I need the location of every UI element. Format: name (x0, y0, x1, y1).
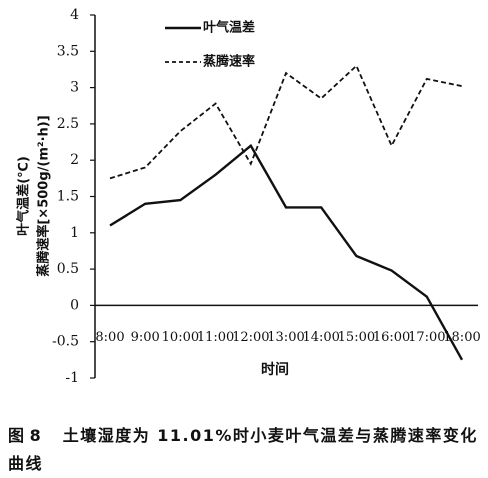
caption: 图 8 土壤湿度为 11.01%时小麦叶气温差与蒸腾速率变化曲线 (8, 422, 480, 478)
line-series (109, 64, 463, 180)
y-tick-label: -0.5 (52, 334, 79, 350)
figure-number: 图 8 (8, 426, 41, 445)
legend-label: 叶气温差 (203, 20, 255, 36)
y-tick-label: 2 (70, 152, 79, 168)
x-tick-label: 11:00 (197, 330, 234, 345)
y-tick-label: 3 (70, 80, 79, 96)
x-tick-label: 15:00 (338, 330, 375, 345)
x-tick-label: 9:00 (131, 330, 160, 345)
y-axis-label: 蒸腾速率[×500g/(m²·h)] (36, 115, 52, 276)
y-tick-label: 0 (70, 297, 79, 313)
y-tick-label: 1 (70, 225, 79, 241)
x-tick-label: 8:00 (95, 330, 124, 345)
line-series (109, 143, 464, 361)
y-tick-label: 4 (70, 7, 79, 23)
chart: 时间 叶气温差(℃) 蒸腾速率[×500g/(m²·h)] -1 -0.5 0 0.5… (16, 7, 481, 386)
y-tick-label: -1 (65, 370, 79, 386)
x-axis-label: 时间 (261, 361, 289, 378)
x-tick-label: 14:00 (302, 330, 339, 345)
x-tick-label: 12:00 (232, 330, 269, 345)
y-tick-label: 1.5 (57, 189, 79, 205)
caption-text: 土壤湿度为 11.01%时小麦叶气温差与蒸腾速率变化曲线 (8, 426, 478, 473)
y-axis-label: 叶气温差(℃) (16, 156, 32, 236)
x-tick-label: 16:00 (373, 330, 410, 345)
legend-label: 蒸腾速率 (203, 54, 255, 70)
y-tick-label: 0.5 (57, 261, 79, 277)
x-tick-label: 17:00 (408, 330, 445, 345)
y-tick-label: 3.5 (57, 43, 79, 59)
y-tick-label: 2.5 (57, 116, 79, 132)
x-tick-label: 13:00 (267, 330, 304, 345)
x-tick-label: 10:00 (162, 330, 199, 345)
